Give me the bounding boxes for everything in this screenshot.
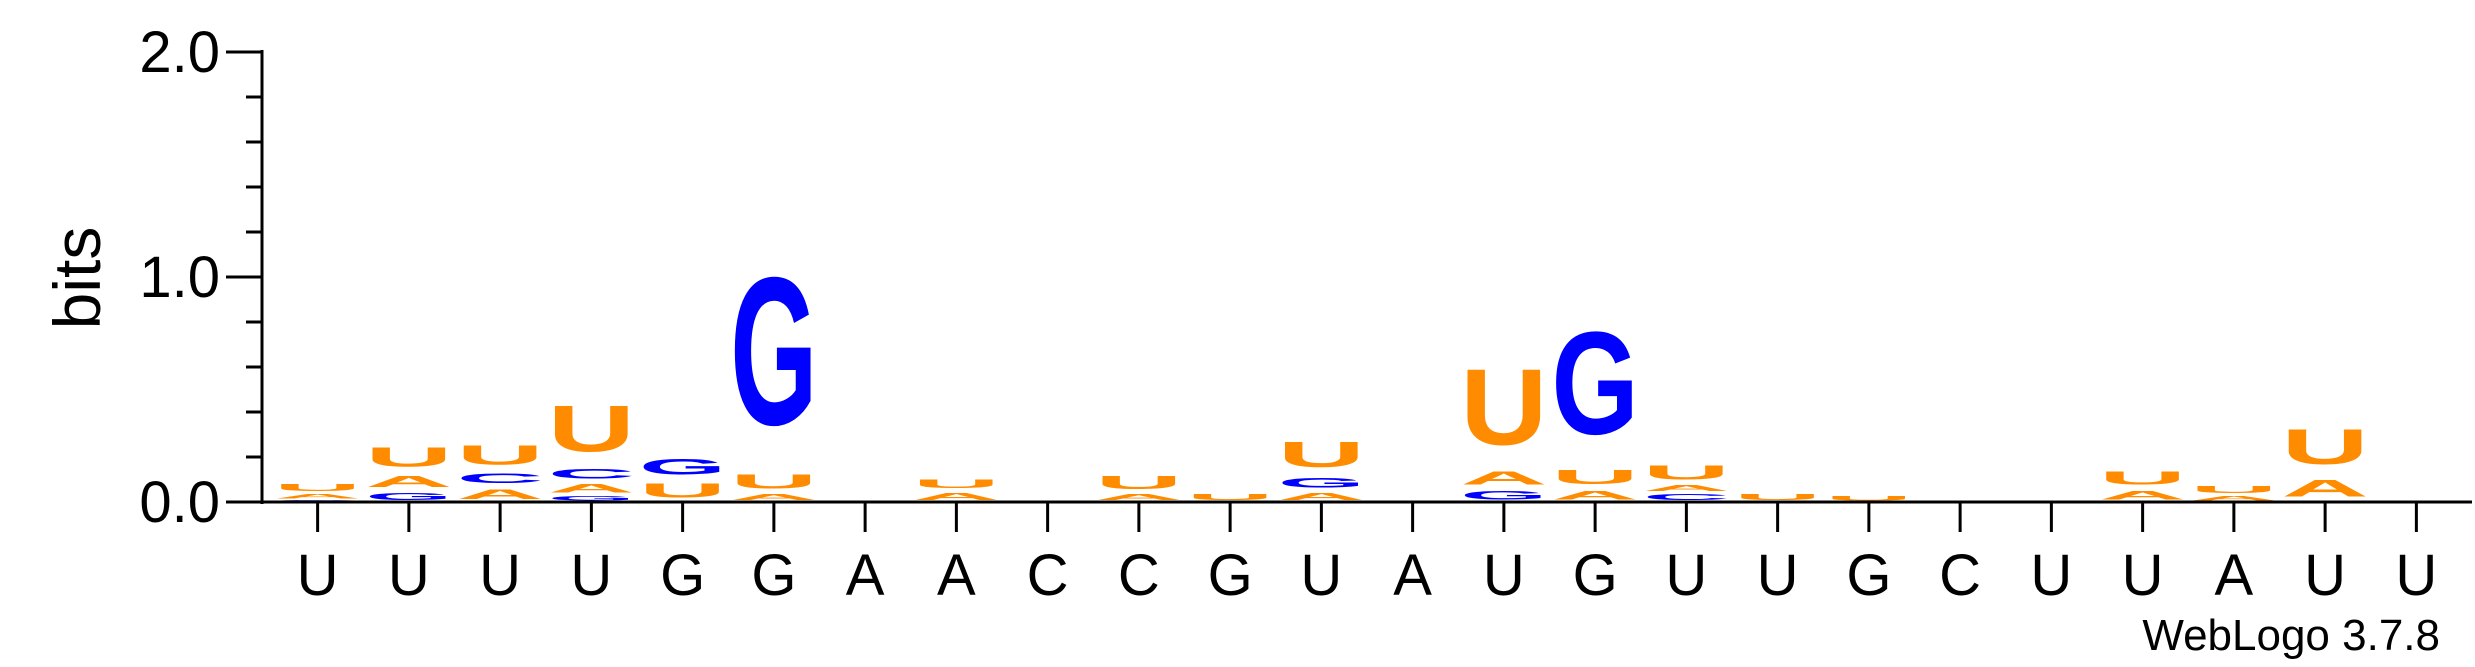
logo-glyph-u: U bbox=[1552, 466, 1639, 488]
logo-glyph-u: U bbox=[457, 439, 544, 470]
y-tick-label: 0.0 bbox=[139, 470, 220, 535]
x-tick-label: G bbox=[660, 543, 705, 608]
x-tick-label: C bbox=[1027, 543, 1069, 608]
weblogo-version-label: WebLogo 3.7.8 bbox=[2142, 611, 2440, 660]
x-tick-label: U bbox=[1757, 543, 1799, 608]
x-tick-label: U bbox=[2304, 543, 2346, 608]
logo-glyph-u: U bbox=[2099, 468, 2186, 488]
logo-glyph-u: U bbox=[1460, 347, 1547, 468]
logo-glyph-a: A bbox=[1095, 493, 1182, 502]
logo-glyph-u: U bbox=[1095, 473, 1182, 493]
logo-glyph-c: C bbox=[457, 471, 544, 487]
x-tick-label: U bbox=[2395, 543, 2437, 608]
logo-glyph-u: U bbox=[1643, 462, 1730, 484]
x-tick-label: G bbox=[1573, 543, 1618, 608]
logo-glyph-a: A bbox=[1643, 484, 1730, 493]
x-tick-label: U bbox=[1300, 543, 1342, 608]
logo-glyph-u: U bbox=[730, 471, 817, 493]
logo-glyph-a: A bbox=[730, 493, 817, 502]
x-tick-label: U bbox=[2030, 543, 2072, 608]
x-tick-label: G bbox=[751, 543, 796, 608]
logo-glyph-a: A bbox=[913, 491, 1000, 502]
x-tick-label: U bbox=[2122, 543, 2164, 608]
logo-glyph-a: A bbox=[1278, 491, 1365, 502]
logo-glyph-c: C bbox=[1643, 493, 1730, 502]
logo-glyph-u: U bbox=[2282, 418, 2369, 474]
logo-glyph-a: A bbox=[2282, 475, 2369, 502]
logo-glyph-u: U bbox=[365, 441, 452, 472]
logo-glyph-a: A bbox=[457, 486, 544, 502]
y-tick-label: 1.0 bbox=[139, 245, 220, 310]
axes: 0.01.02.0U U U U G G A A C C G U A U G U U G C U U A U U bbox=[139, 20, 2472, 608]
logo-glyph-u: U bbox=[1278, 434, 1365, 475]
logo-glyph-a: A bbox=[1460, 468, 1547, 488]
logo-glyph-u: U bbox=[548, 392, 635, 466]
x-tick-label: U bbox=[1483, 543, 1525, 608]
x-tick-label: G bbox=[1846, 543, 1891, 608]
x-tick-label: A bbox=[2215, 543, 2254, 608]
logo-glyph-a: A bbox=[2190, 495, 2277, 502]
logo-glyph-u: U bbox=[2190, 484, 2277, 495]
x-tick-label: G bbox=[1208, 543, 1253, 608]
logo-glyph-a: A bbox=[2099, 489, 2186, 502]
logo-glyph-stacks: GAUGAUACUGACUUGAUGAUAUUAGUGAUAUGCAUUUAUA… bbox=[274, 233, 2369, 502]
logo-glyph-u: U bbox=[913, 477, 1000, 490]
logo-glyph-a: A bbox=[274, 493, 361, 500]
logo-glyph-g: G bbox=[1552, 301, 1639, 465]
y-axis-label: bits bbox=[40, 227, 114, 330]
x-tick-label: A bbox=[846, 543, 885, 608]
x-tick-label: U bbox=[479, 543, 521, 608]
x-tick-label: C bbox=[1939, 543, 1981, 608]
logo-glyph-a: A bbox=[1552, 489, 1639, 502]
logo-glyph-g: G bbox=[730, 233, 817, 469]
logo-glyph-a: A bbox=[365, 473, 452, 491]
logo-glyph-u: U bbox=[639, 480, 726, 502]
logo-glyph-g: G bbox=[1278, 475, 1365, 491]
x-tick-label: U bbox=[570, 543, 612, 608]
x-tick-label: C bbox=[1118, 543, 1160, 608]
logo-glyph-c: C bbox=[548, 466, 635, 482]
x-tick-label: A bbox=[1393, 543, 1432, 608]
logo-glyph-g: G bbox=[365, 491, 452, 502]
y-tick-label: 2.0 bbox=[139, 20, 220, 85]
x-tick-label: A bbox=[937, 543, 976, 608]
x-tick-label: U bbox=[297, 543, 339, 608]
logo-glyph-u: U bbox=[274, 482, 361, 493]
logo-glyph-u: U bbox=[1825, 495, 1912, 502]
logo-glyph-u: U bbox=[1734, 493, 1821, 502]
logo-glyph-g: G bbox=[548, 495, 635, 502]
logo-glyph-a: A bbox=[548, 482, 635, 495]
x-tick-label: U bbox=[388, 543, 430, 608]
logo-glyph-g: G bbox=[1460, 488, 1547, 501]
logo-glyph-g: G bbox=[639, 455, 726, 480]
logo-glyph-u: U bbox=[1187, 493, 1274, 502]
x-tick-label: U bbox=[1665, 543, 1707, 608]
